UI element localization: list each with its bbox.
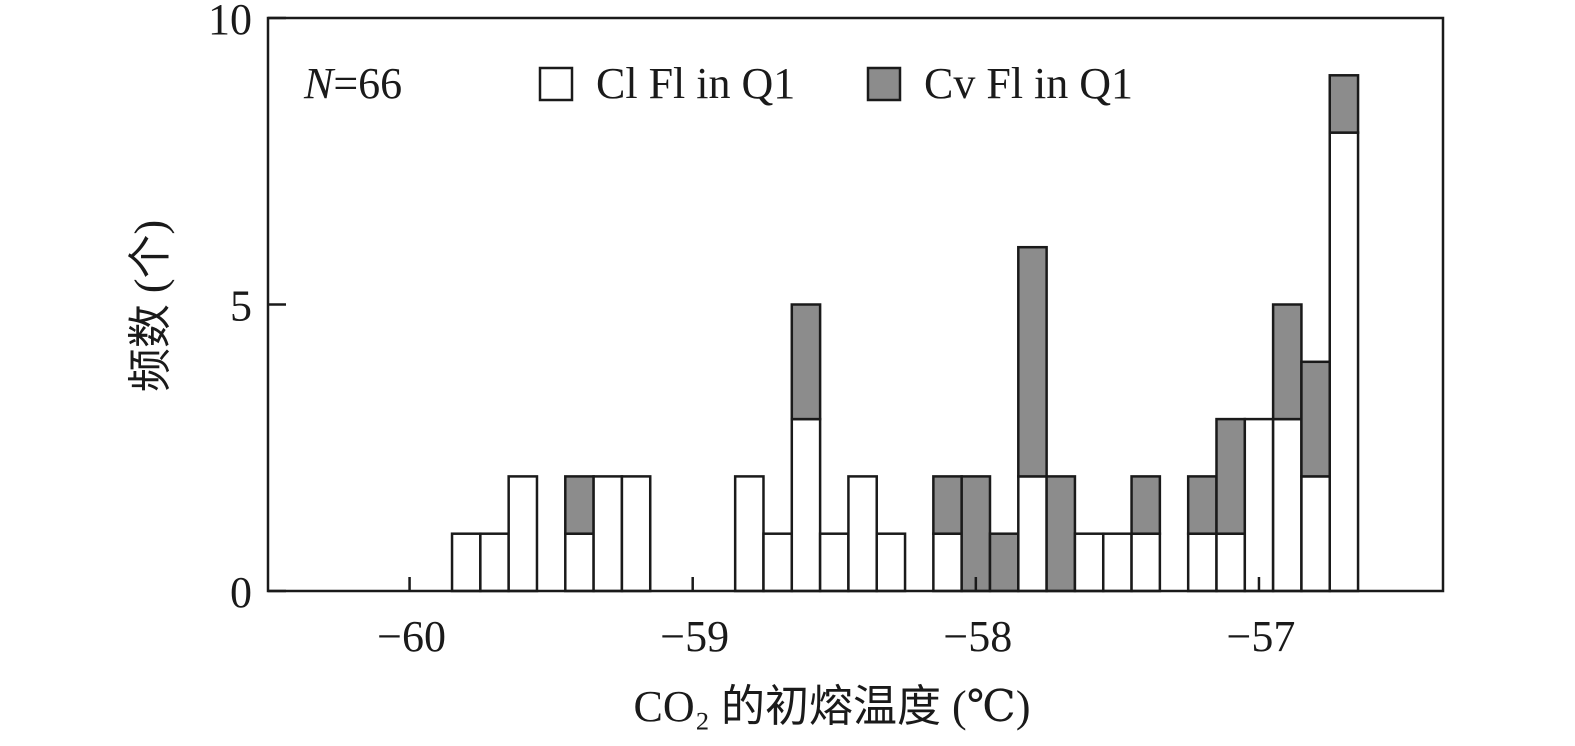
bar-cl-17 xyxy=(1073,532,1105,593)
bar-cl-5 xyxy=(620,475,652,593)
bar-cv-24 xyxy=(1300,360,1331,478)
y-tick-label-1: 5 xyxy=(230,282,252,331)
bar-cl-3 xyxy=(564,532,595,593)
bar-cl-24 xyxy=(1300,475,1331,593)
bar-cv-15 xyxy=(1017,245,1048,478)
bar-cl-15 xyxy=(1017,475,1048,593)
bar-cl-18 xyxy=(1101,532,1133,593)
legend-swatch-cl xyxy=(538,66,574,102)
bars-group xyxy=(450,74,1360,593)
bar-cl-23 xyxy=(1271,417,1303,593)
bar-cl-10 xyxy=(847,475,878,593)
bar-cl-20 xyxy=(1186,532,1218,593)
bar-cl-9 xyxy=(818,532,850,593)
bar-cl-11 xyxy=(875,532,907,593)
bar-cl-7 xyxy=(762,532,794,593)
bar-cl-0 xyxy=(450,532,482,593)
bar-cl-21 xyxy=(1215,532,1247,593)
bar-cl-8 xyxy=(790,417,822,593)
bar-cv-16 xyxy=(1045,475,1077,593)
bar-cl-12 xyxy=(932,532,963,593)
bar-cl-6 xyxy=(733,475,765,593)
bar-cl-25 xyxy=(1328,131,1360,593)
bar-cv-21 xyxy=(1215,417,1247,535)
bar-cv-25 xyxy=(1328,74,1360,134)
bar-cl-1 xyxy=(479,532,510,593)
legend-label-cv: Cv Fl in Q1 xyxy=(924,59,1133,108)
bar-cv-23 xyxy=(1271,303,1303,421)
bar-cv-13 xyxy=(960,475,992,593)
bar-cl-4 xyxy=(592,475,624,593)
bar-cl-19 xyxy=(1130,532,1162,593)
bar-cv-19 xyxy=(1130,475,1162,535)
y-tick-label-2: 10 xyxy=(208,0,252,44)
x-tick-label-0: −60 xyxy=(377,612,446,661)
y-axis-title: 频数 (个) xyxy=(126,220,175,392)
sample-count-symbol: N xyxy=(303,59,336,108)
bar-cv-3 xyxy=(564,475,595,535)
legend-label-cl: Cl Fl in Q1 xyxy=(596,59,795,108)
bar-cl-2 xyxy=(507,475,539,593)
bar-cv-8 xyxy=(790,303,822,421)
x-tick-label-2: −58 xyxy=(943,612,1012,661)
x-tick-label-3: −57 xyxy=(1227,612,1296,661)
y-tick-label-0: 0 xyxy=(230,568,252,617)
x-tick-label-1: −59 xyxy=(660,612,729,661)
legend-swatch-cv xyxy=(866,66,902,102)
x-axis-title: CO₂ 的初熔温度 (℃) xyxy=(634,682,1031,731)
ticks-group: −60 −59 −58 −57 0 5 10 xyxy=(208,0,1295,661)
legend: N=66 Cl Fl in Q1 Cv Fl in Q1 xyxy=(303,59,1133,108)
sample-count-value: =66 xyxy=(333,59,402,108)
bar-cv-12 xyxy=(932,475,963,535)
bar-cl-22 xyxy=(1243,417,1275,593)
sample-count-annotation: N=66 xyxy=(303,59,402,108)
bar-cv-14 xyxy=(988,532,1020,593)
bar-cv-20 xyxy=(1186,475,1218,535)
